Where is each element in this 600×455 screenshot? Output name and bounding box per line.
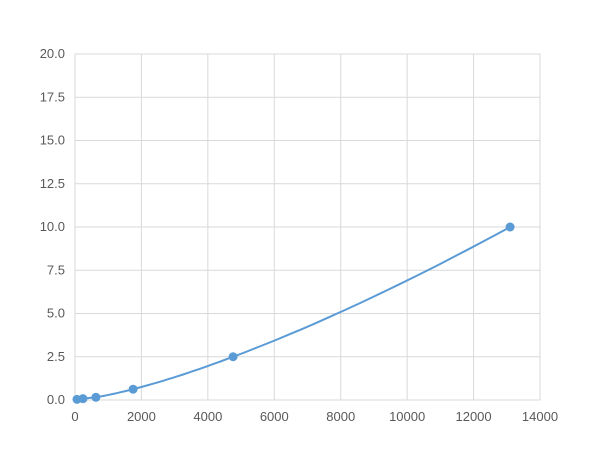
x-tick-label: 4000	[193, 409, 222, 424]
y-tick-label: 20.0	[40, 46, 65, 61]
y-tick-label: 0.0	[47, 392, 65, 407]
data-point	[228, 352, 238, 362]
data-point	[128, 384, 138, 394]
y-tick-label: 12.5	[40, 176, 65, 191]
data-point	[505, 222, 515, 232]
y-tick-label: 17.5	[40, 89, 65, 104]
x-tick-label: 14000	[522, 409, 558, 424]
y-tick-label: 15.0	[40, 133, 65, 148]
y-tick-label: 10.0	[40, 219, 65, 234]
x-tick-label: 8000	[326, 409, 355, 424]
y-tick-label: 7.5	[47, 262, 65, 277]
x-tick-label: 0	[71, 409, 78, 424]
y-tick-label: 2.5	[47, 349, 65, 364]
x-tick-label: 10000	[389, 409, 425, 424]
x-tick-label: 6000	[260, 409, 289, 424]
y-tick-label: 5.0	[47, 306, 65, 321]
x-tick-label: 12000	[455, 409, 491, 424]
data-point	[91, 392, 101, 402]
data-point	[78, 394, 88, 404]
plot-border	[74, 53, 541, 401]
x-tick-label: 2000	[127, 409, 156, 424]
